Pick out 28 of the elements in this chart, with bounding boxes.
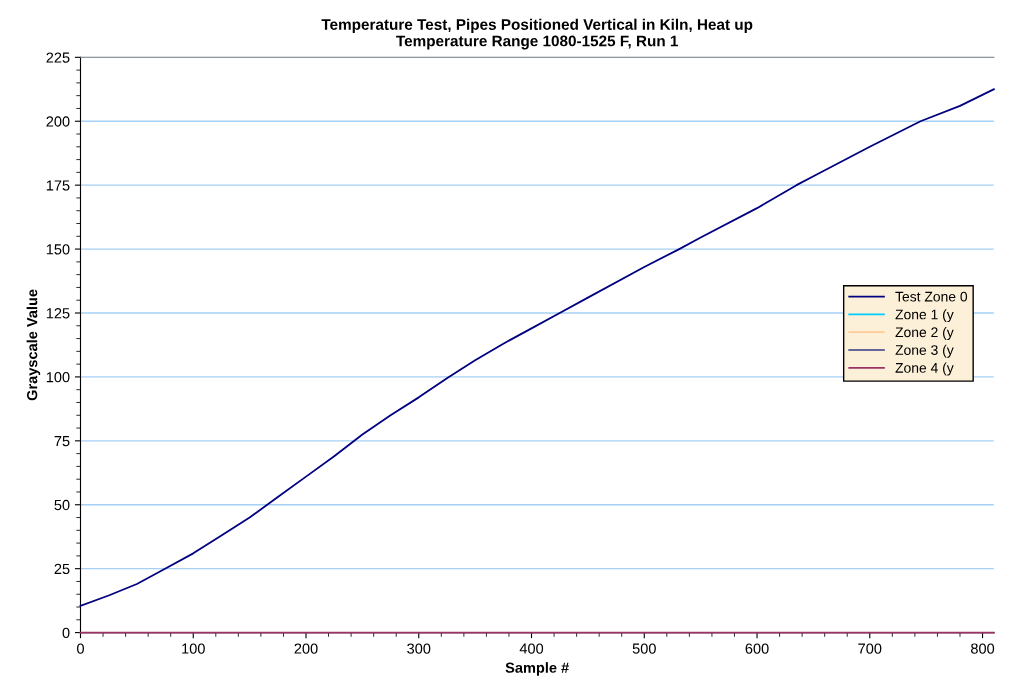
- x-tick-label: 800: [971, 643, 995, 654]
- x-tick-label: 700: [858, 643, 882, 654]
- y-tick-label: 175: [46, 180, 70, 191]
- x-tick-label: 100: [182, 643, 205, 654]
- line-series: [79, 88, 995, 607]
- x-tick-label: 200: [294, 643, 318, 654]
- y-tick-label: 50: [54, 499, 70, 511]
- x-tick-label: 600: [745, 643, 769, 654]
- y-tick-label: 100: [46, 372, 70, 383]
- legend-label: Zone 2 (y: [895, 326, 954, 340]
- y-tick-label: 75: [54, 436, 70, 447]
- y-tick-label: 150: [46, 244, 70, 255]
- chart-title: Temperature Test, Pipes Positioned Vertical in Kiln, Heat up Temperature Range 1080-1525 F, Run 1: [321, 18, 753, 50]
- x-axis-title: Sample #: [505, 662, 569, 676]
- legend-label: Zone 1 (y: [895, 309, 954, 323]
- x-tick-label: 0: [77, 643, 84, 654]
- legend-label: Test Zone 0: [895, 291, 968, 302]
- y-axis-title: Grayscale Value: [26, 289, 41, 401]
- y-tick-label: 200: [46, 116, 70, 127]
- y-tick-label: 25: [54, 563, 70, 575]
- x-tick-label: 500: [632, 643, 656, 654]
- y-tick-label: 0: [62, 627, 70, 639]
- legend-label: Zone 3 (y: [895, 344, 954, 358]
- y-tick-label: 225: [46, 52, 70, 63]
- x-tick-label: 300: [407, 643, 431, 654]
- x-tick-label: 400: [519, 643, 544, 654]
- legend-label: Zone 4 (y: [895, 362, 954, 376]
- y-tick-label: 125: [46, 308, 70, 319]
